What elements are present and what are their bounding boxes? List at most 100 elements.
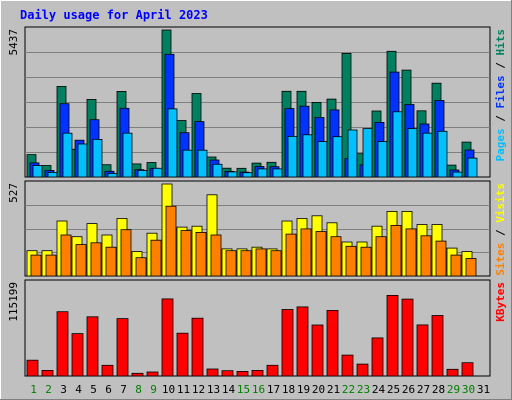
bar-kbytes-day-25	[386, 294, 399, 377]
bar-pages-day-9	[152, 167, 163, 178]
bar-pages-day-20	[317, 141, 328, 178]
bar-kbytes-day-17	[266, 364, 279, 377]
bar-pages-day-13	[212, 163, 223, 178]
bar-kbytes-day-29	[446, 368, 459, 377]
bar-pages-day-30	[467, 157, 478, 178]
panel-visits-sites: 527 Sites / Visits	[7, 180, 507, 277]
bar-kbytes-day-24	[371, 337, 384, 377]
bar-kbytes-day-27	[416, 324, 429, 377]
chart-title: Daily usage for April 2023	[20, 8, 208, 22]
x-tick-label: 29	[447, 383, 460, 396]
bar-pages-day-26	[407, 128, 418, 178]
bar-kbytes-day-9	[146, 371, 159, 377]
bar-pages-day-10	[167, 108, 178, 178]
bars	[26, 294, 474, 377]
bar-pages-day-16	[257, 168, 268, 178]
bar-pages-day-17	[272, 168, 283, 178]
panel-hits-files-pages: 5437 Pages / Files / Hits	[7, 26, 507, 178]
x-tick-label: 6	[105, 383, 112, 396]
bar-kbytes-day-23	[356, 363, 369, 377]
bar-sites-day-13	[210, 234, 222, 277]
bar-pages-day-22	[347, 129, 358, 178]
bar-kbytes-day-14	[221, 370, 234, 377]
x-tick-label: 27	[417, 383, 430, 396]
x-tick-label: 26	[402, 383, 415, 396]
bar-kbytes-day-12	[191, 317, 204, 377]
bar-kbytes-day-21	[326, 309, 339, 377]
bar-pages-day-7	[122, 132, 133, 178]
bar-pages-day-18	[287, 135, 298, 178]
y-max-label: 527	[7, 183, 20, 203]
bar-kbytes-day-16	[251, 369, 264, 377]
bar-sites-day-7	[120, 229, 132, 277]
x-tick-label: 19	[297, 383, 310, 396]
legend-entry: /	[494, 109, 507, 129]
x-tick-label: 3	[60, 383, 67, 396]
bar-pages-day-1	[32, 165, 43, 178]
x-tick-label: 1	[30, 383, 37, 396]
bar-pages-day-3	[62, 132, 73, 178]
bar-sites-day-10	[165, 205, 177, 277]
bar-sites-day-8	[135, 257, 147, 277]
bar-sites-day-25	[390, 224, 402, 277]
bar-kbytes-day-6	[101, 364, 114, 377]
bar-sites-day-28	[435, 240, 447, 277]
legend-entry: Pages	[494, 128, 507, 161]
bar-pages-day-6	[107, 173, 118, 178]
legend-entry: KBytes	[494, 282, 507, 322]
bar-kbytes-day-26	[401, 298, 414, 377]
panel-legend: Sites / Visits	[494, 183, 507, 276]
bar-sites-day-23	[360, 246, 372, 277]
x-axis-labels: 1 2 3 4 5 6 7 8 9 10 11 12 13 14 15 16 17 18 19 20 21 22 23 24 2…	[30, 383, 490, 396]
x-tick-label: 12	[192, 383, 205, 396]
y-max-label: 115199	[7, 282, 20, 322]
bar-kbytes-day-15	[236, 370, 249, 377]
bar-kbytes-day-20	[311, 324, 324, 377]
bar-pages-day-11	[182, 149, 193, 178]
bar-sites-day-20	[315, 231, 327, 277]
x-tick-label: 11	[177, 383, 190, 396]
bar-pages-day-4	[77, 143, 88, 178]
bar-pages-day-29	[452, 171, 463, 178]
bar-sites-day-15	[240, 250, 252, 277]
bar-pages-day-28	[437, 130, 448, 178]
x-tick-label: 17	[267, 383, 280, 396]
bar-kbytes-day-7	[116, 318, 129, 377]
legend-entry: /	[494, 56, 507, 76]
bar-sites-day-27	[420, 235, 432, 277]
bar-pages-day-5	[92, 138, 103, 178]
x-tick-label: 5	[90, 383, 97, 396]
x-tick-label: 2	[45, 383, 52, 396]
bar-sites-day-26	[405, 228, 417, 277]
bar-pages-day-21	[332, 136, 343, 178]
bar-pages-day-15	[242, 172, 253, 178]
bar-pages-day-25	[392, 111, 403, 178]
bars	[26, 183, 477, 277]
bar-sites-day-1	[30, 254, 42, 277]
x-tick-label: 16	[252, 383, 265, 396]
bar-sites-day-14	[225, 250, 237, 277]
bar-pages-day-2	[47, 171, 58, 178]
bar-sites-day-12	[195, 231, 207, 277]
bar-pages-day-8	[137, 170, 148, 178]
bar-sites-day-30	[465, 258, 477, 277]
bar-kbytes-day-10	[161, 298, 174, 377]
x-tick-label: 18	[282, 383, 295, 396]
bar-pages-day-14	[227, 171, 238, 178]
bar-kbytes-day-11	[176, 332, 189, 377]
bar-sites-day-17	[270, 250, 282, 277]
legend-entry: Hits	[494, 29, 507, 56]
bar-kbytes-day-30	[461, 362, 474, 377]
bar-kbytes-day-8	[131, 372, 144, 377]
panel-legend: KBytes	[494, 282, 507, 322]
bar-sites-day-11	[180, 230, 192, 277]
bars	[26, 29, 478, 178]
x-tick-label: 31	[477, 383, 490, 396]
bar-pages-day-12	[197, 149, 208, 178]
panel-kbytes: 115199 KBytes	[7, 279, 507, 377]
x-tick-label: 30	[462, 383, 475, 396]
legend-entry: /	[494, 223, 507, 243]
bar-sites-day-16	[255, 248, 267, 277]
x-tick-label: 28	[432, 383, 445, 396]
